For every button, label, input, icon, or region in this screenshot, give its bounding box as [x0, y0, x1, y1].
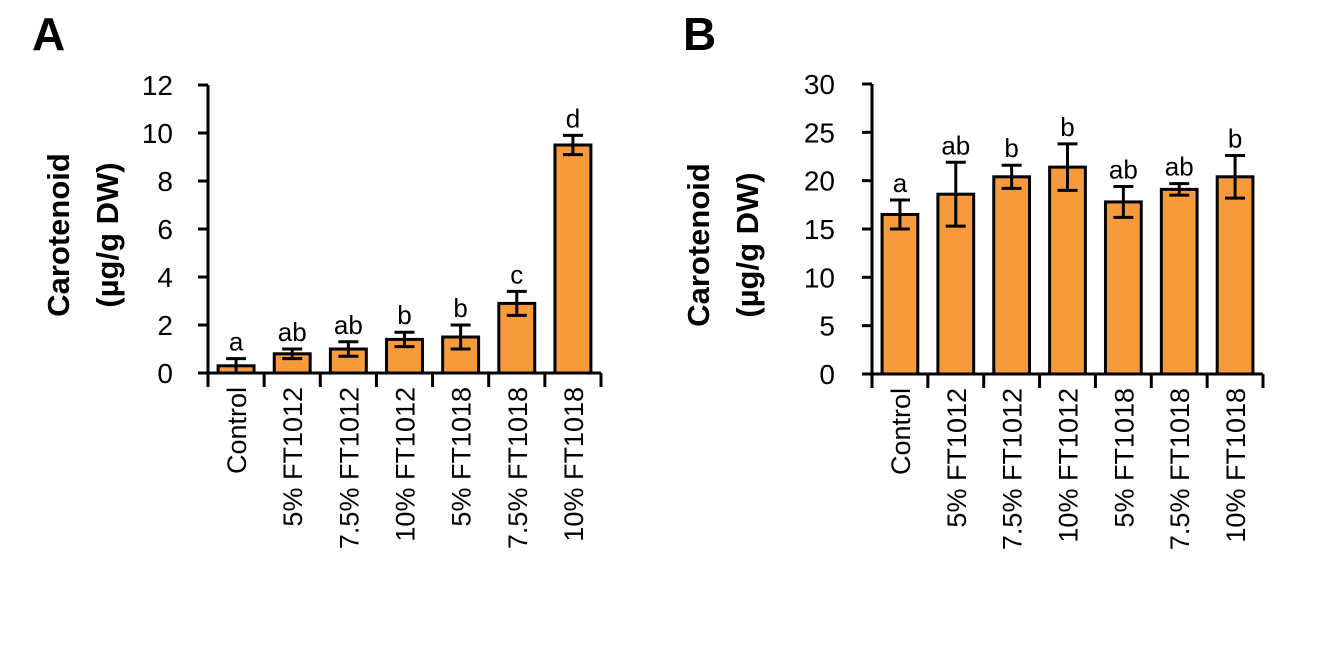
y-axis-unit: (µg/g DW) [90, 162, 125, 307]
x-tick-label: 5% FT1018 [1109, 388, 1139, 528]
y-axis-title: Carotenoid [681, 163, 716, 327]
y-tick-label: 15 [804, 214, 835, 245]
bar [992, 175, 1032, 376]
x-tick-label: Control [222, 387, 252, 474]
x-tick-label: 7.5% FT1012 [998, 388, 1028, 550]
bar [1159, 187, 1199, 376]
significance-letter: ab [1109, 154, 1138, 184]
x-tick-label: 5% FT1012 [278, 387, 308, 527]
panel-letter: B [683, 8, 716, 60]
y-tick-label: 4 [157, 262, 173, 293]
significance-letter: ab [334, 310, 363, 340]
significance-letter: ab [1165, 152, 1194, 182]
x-tick-label: 10% FT1018 [559, 387, 589, 542]
y-tick-label: 25 [804, 117, 835, 148]
significance-letter: b [1060, 112, 1074, 142]
panel-b: B Carotenoid (µg/g DW) a Control ab 5% FT1012 b… [681, 8, 1265, 550]
significance-letter: b [397, 300, 411, 330]
y-tick-label: 0 [157, 358, 173, 389]
y-tick-label: 2 [157, 310, 173, 341]
y-tick-label: 10 [142, 118, 173, 149]
y-tick-label: 30 [804, 69, 835, 100]
y-tick-label: 20 [804, 166, 835, 197]
significance-letter: ab [278, 317, 307, 347]
y-tick-label: 5 [819, 311, 835, 342]
x-tick-label: 5% FT1018 [447, 387, 477, 527]
significance-letter: a [229, 327, 244, 357]
bar [880, 213, 920, 376]
y-tick-label: 12 [142, 70, 173, 101]
bar [1048, 165, 1087, 376]
bar [1215, 175, 1255, 376]
y-axis-unit: (µg/g DW) [730, 172, 765, 317]
significance-letter: d [566, 103, 580, 133]
x-tick-label: 7.5% FT1018 [503, 387, 533, 549]
y-axis-title: Carotenoid [41, 153, 76, 317]
y-tick-label: 8 [157, 166, 173, 197]
bar [1103, 200, 1143, 376]
x-tick-label: 10% FT1012 [391, 387, 421, 542]
y-tick-label: 10 [804, 262, 835, 293]
y-tick-label: 0 [819, 359, 835, 390]
x-tick-label: Control [886, 388, 916, 475]
y-tick-label: 6 [157, 214, 173, 245]
significance-letter: b [453, 293, 467, 323]
x-tick-label: 7.5% FT1012 [334, 387, 364, 549]
significance-letter: ab [941, 130, 970, 160]
significance-letter: c [510, 259, 523, 289]
significance-letter: a [893, 168, 908, 198]
significance-letter: b [1004, 133, 1018, 163]
x-tick-label: 10% FT1018 [1221, 388, 1251, 543]
significance-letter: b [1228, 124, 1242, 154]
panel-a: A Carotenoid (µg/g DW) a Control ab 5% FT1012 a… [32, 8, 603, 549]
x-tick-label: 7.5% FT1018 [1165, 388, 1195, 550]
panel-letter: A [32, 8, 65, 60]
x-tick-label: 5% FT1012 [942, 388, 972, 528]
x-tick-label: 10% FT1012 [1054, 388, 1084, 543]
bar [553, 143, 593, 375]
